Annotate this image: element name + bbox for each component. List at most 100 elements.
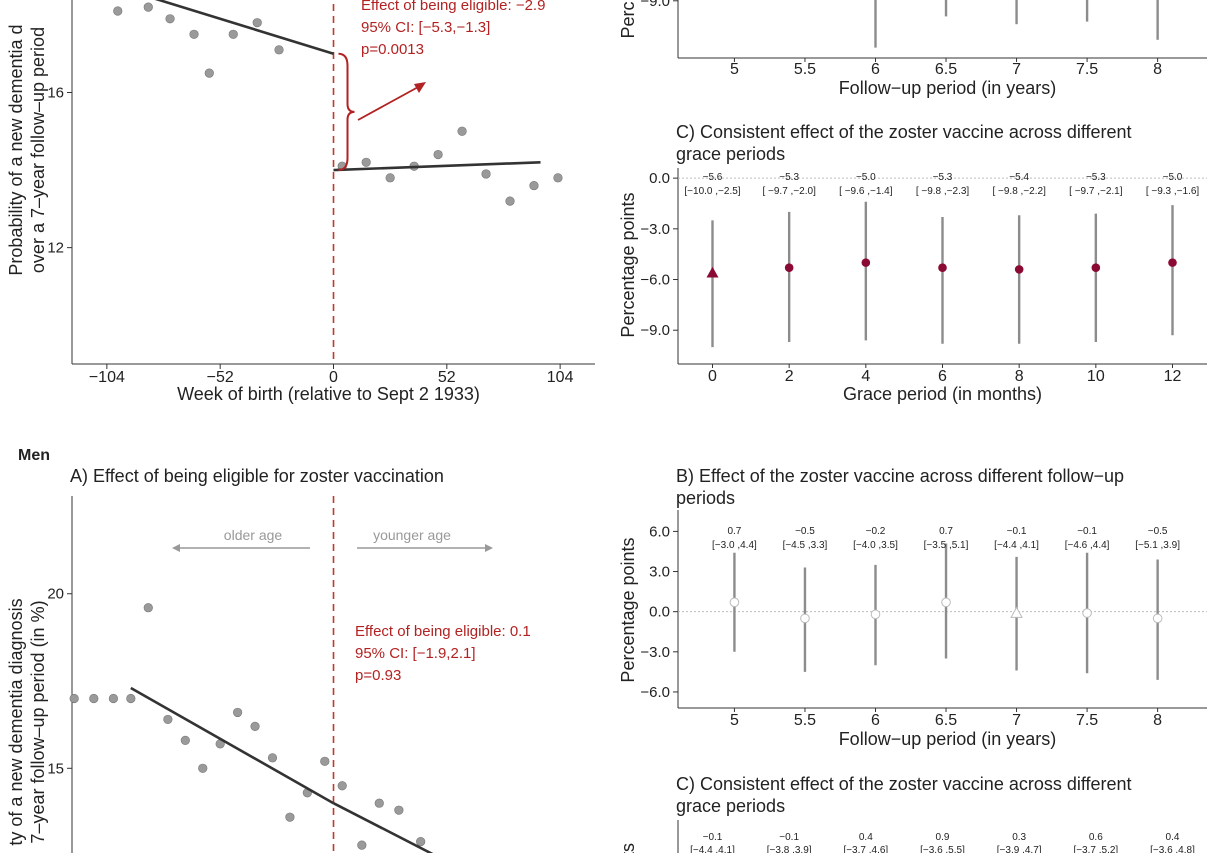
- top-c-x-tick-label: 0: [708, 368, 717, 385]
- top-a-data-point: [165, 14, 175, 24]
- men-b-estimate-value-label: −0.5: [795, 526, 815, 537]
- men-c-estimate-value-label: 0.6: [1089, 832, 1103, 843]
- top-c-estimate-value-label: −5.3: [933, 172, 953, 183]
- top-a-data-point: [553, 173, 563, 183]
- top-c-title-line-2: grace periods: [676, 144, 785, 164]
- men-b-estimate-marker: [870, 609, 881, 620]
- top-a-data-point: [361, 157, 371, 167]
- top-a-x-tick-label: 52: [438, 369, 456, 386]
- men-c-title-line-2: grace periods: [676, 796, 785, 816]
- top-c-ci-range-label: [ −9.8 ,−2.2]: [992, 186, 1046, 197]
- men-c-estimate-value-label: −0.1: [703, 832, 723, 843]
- top-c-estimate-marker: [1014, 265, 1024, 274]
- men-b-y-tick-label: 0.0: [649, 604, 670, 621]
- top-b-x-tick-label: 7.5: [1076, 61, 1098, 78]
- top-c-estimate-marker: [938, 263, 947, 272]
- top-a-data-point: [481, 169, 491, 179]
- top-c-estimate-value-label: −5.0: [856, 172, 876, 183]
- men-b-estimate-marker: [941, 597, 951, 608]
- men-a-data-point: [143, 603, 153, 613]
- top-a-fit-line-left: [154, 0, 334, 55]
- top-a-data-point: [113, 6, 123, 16]
- top-a-y-axis-title-line2: over a 7–year follow–up period: [28, 27, 48, 273]
- men-c-estimate-value-label: 0.4: [859, 832, 873, 843]
- men-a-data-point: [285, 812, 295, 822]
- men-b-x-tick-label: 5.5: [794, 712, 816, 729]
- top-a-data-point: [529, 180, 539, 191]
- men-c-ci-range-label: [−3.8 ,3.9]: [767, 845, 812, 853]
- men-b-ci-range-label: [−4.5 ,3.3]: [783, 540, 828, 551]
- men-a-data-point: [198, 763, 208, 773]
- top-a-annotation-line-1: Effect of being eligible: −2.9: [361, 0, 545, 14]
- top-a-annotation-arrow-shaft: [357, 85, 421, 121]
- men-a-fit-line-left: [130, 686, 335, 805]
- men-a-younger-age-arrow-head: [485, 544, 493, 552]
- men-a-data-point: [250, 721, 260, 732]
- men-b-y-tick-label: 6.0: [649, 523, 670, 540]
- men-b-estimate-value-label: 0.7: [939, 526, 953, 537]
- men-a-data-point: [180, 735, 190, 745]
- men-b-x-tick-label: 5: [730, 712, 739, 729]
- men-a-older-age-arrow-head: [172, 544, 180, 552]
- top-c-estimate-value-label: −5.4: [1009, 172, 1029, 183]
- men-a-data-point: [69, 693, 79, 704]
- top-a-data-point: [505, 196, 515, 206]
- top-c-estimate-value-label: −5.0: [1163, 172, 1183, 183]
- men-b-x-axis-title: Follow−up period (in years): [839, 729, 1057, 749]
- top-c-estimate-marker: [706, 266, 719, 278]
- top-a-data-point: [274, 45, 284, 55]
- top-b-x-tick-label: 7: [1012, 61, 1021, 78]
- top-c-title-line-1: C) Consistent effect of the zoster vacci…: [676, 122, 1132, 142]
- top-a-y-tick-label: 12: [47, 240, 64, 257]
- men-a-title: A) Effect of being eligible for zoster v…: [70, 466, 444, 486]
- top-c-x-tick-label: 8: [1015, 368, 1024, 385]
- top-a-x-tick-label: −52: [207, 369, 234, 386]
- top-c-y-tick-label: −6.0: [640, 272, 670, 289]
- top-c-estimate-marker: [1168, 258, 1177, 267]
- men-b-estimate-marker: [1152, 613, 1163, 624]
- top-a-x-axis-title: Week of birth (relative to Sept 2 1933): [177, 384, 480, 404]
- top-a-annotation-line-2: 95% CI: [−5.3,−1.3]: [361, 19, 490, 36]
- men-a-y-axis-title-line1: ty of a new dementia diagnosis: [6, 598, 26, 845]
- top-a-effect-brace: [338, 52, 355, 172]
- top-c-ci-range-label: [−10.0 ,−2.5]: [684, 186, 740, 197]
- men-c-estimate-value-label: 0.4: [1166, 832, 1180, 843]
- men-c-estimate-value-label: −0.1: [779, 832, 799, 843]
- top-b-y-tick-label: −9.0: [640, 0, 670, 10]
- men-a-annotation-line-2: 95% CI: [−1.9,2.1]: [355, 645, 476, 662]
- top-a-x-tick-label: −104: [89, 369, 125, 386]
- men-b-estimate-value-label: −0.2: [866, 526, 886, 537]
- top-a-data-point: [189, 29, 199, 39]
- top-a-data-point: [457, 126, 467, 136]
- men-c-title-line-1: C) Consistent effect of the zoster vacci…: [676, 774, 1132, 794]
- men-a-data-point: [357, 840, 367, 850]
- top-c-estimate-marker: [784, 263, 794, 272]
- men-c-ci-range-label: [−3.7 ,4.6]: [843, 845, 888, 853]
- men-b-estimate-marker: [1010, 606, 1023, 618]
- men-b-title-line-1: B) Effect of the zoster vaccine across d…: [676, 466, 1124, 486]
- top-a-data-point: [204, 68, 214, 78]
- men-b-x-tick-label: 7.5: [1076, 712, 1098, 729]
- men-b-ci-range-label: [−4.6 ,4.4]: [1065, 540, 1110, 551]
- top-a-y-axis-title-line1: Probability of a new dementia d: [6, 24, 26, 275]
- top-c-x-tick-label: 6: [938, 368, 947, 385]
- top-a-data-point: [433, 149, 443, 160]
- men-b-x-tick-label: 6: [871, 712, 880, 729]
- top-a-annotation-arrow-head: [414, 82, 426, 93]
- top-a-fit-line-right: [333, 161, 541, 172]
- men-a-y-axis-title-line2: 7–year follow–up period (in %): [28, 600, 48, 843]
- top-b-x-tick-label: 8: [1153, 61, 1162, 78]
- top-c-estimate-value-label: −5.6: [703, 172, 723, 183]
- top-b-x-tick-label: 6: [871, 61, 880, 78]
- men-b-x-tick-label: 7: [1012, 712, 1021, 729]
- top-a-y-tick-label: 16: [47, 84, 64, 101]
- men-b-estimate-value-label: −0.1: [1077, 526, 1097, 537]
- men-a-annotation-line-3: p=0.93: [355, 667, 401, 684]
- top-c-x-tick-label: 4: [861, 368, 870, 385]
- men-c-ci-range-label: [−4.4 ,4.1]: [690, 845, 735, 853]
- men-a-fit-line-right: [332, 802, 434, 853]
- men-a-data-point: [126, 693, 136, 704]
- top-a-data-point: [143, 2, 153, 12]
- top-c-estimate-marker: [1091, 263, 1101, 272]
